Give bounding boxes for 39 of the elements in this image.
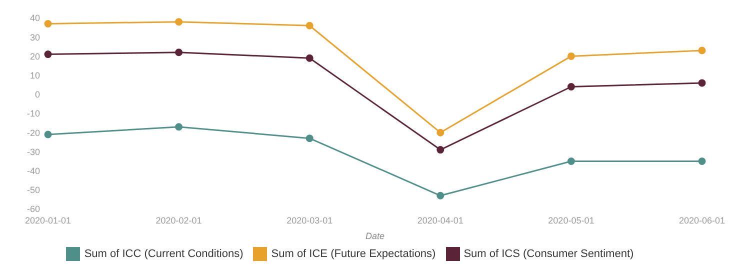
point (175, 48, 183, 56)
point (698, 79, 706, 87)
y-tick-label: -40 (26, 166, 40, 176)
point (567, 83, 575, 91)
point (44, 130, 52, 138)
point (175, 18, 183, 26)
y-tick-label: 10 (30, 70, 40, 80)
point (44, 50, 52, 58)
point (175, 123, 183, 131)
point (698, 46, 706, 54)
y-tick-label: 40 (30, 13, 40, 24)
x-tick-label: 2020-04-01 (417, 215, 464, 226)
legend-label: Sum of ICE (Future Expectations) (271, 248, 436, 260)
x-tick-label: 2020-02-01 (156, 215, 202, 226)
point (44, 20, 52, 28)
y-tick-label: -20 (26, 128, 40, 138)
legend-label: Sum of ICS (Consumer Sentiment) (464, 248, 634, 260)
y-tick-label: -10 (26, 108, 40, 119)
y-tick-label: -30 (26, 146, 40, 157)
point (436, 128, 444, 136)
point (436, 146, 444, 154)
point (306, 134, 314, 142)
y-tick-label: -60 (26, 204, 40, 214)
x-axis-title: Date (365, 231, 385, 241)
point (306, 22, 314, 30)
y-tick-label: -50 (26, 185, 40, 196)
x-tick-label: 2020-05-01 (548, 215, 594, 226)
point (306, 54, 314, 62)
legend-label: Sum of ICC (Current Conditions) (84, 248, 244, 260)
y-tick-label: 20 (30, 51, 40, 62)
x-tick-label: 2020-01-01 (24, 215, 72, 226)
y-tick-label: 30 (30, 32, 40, 42)
point (567, 158, 575, 165)
point (436, 192, 444, 200)
point (567, 52, 575, 60)
x-tick-label: 2020-06-01 (678, 215, 726, 226)
y-tick-label: 0 (34, 90, 40, 100)
x-tick-label: 2020-03-01 (286, 215, 333, 226)
point (698, 158, 706, 165)
